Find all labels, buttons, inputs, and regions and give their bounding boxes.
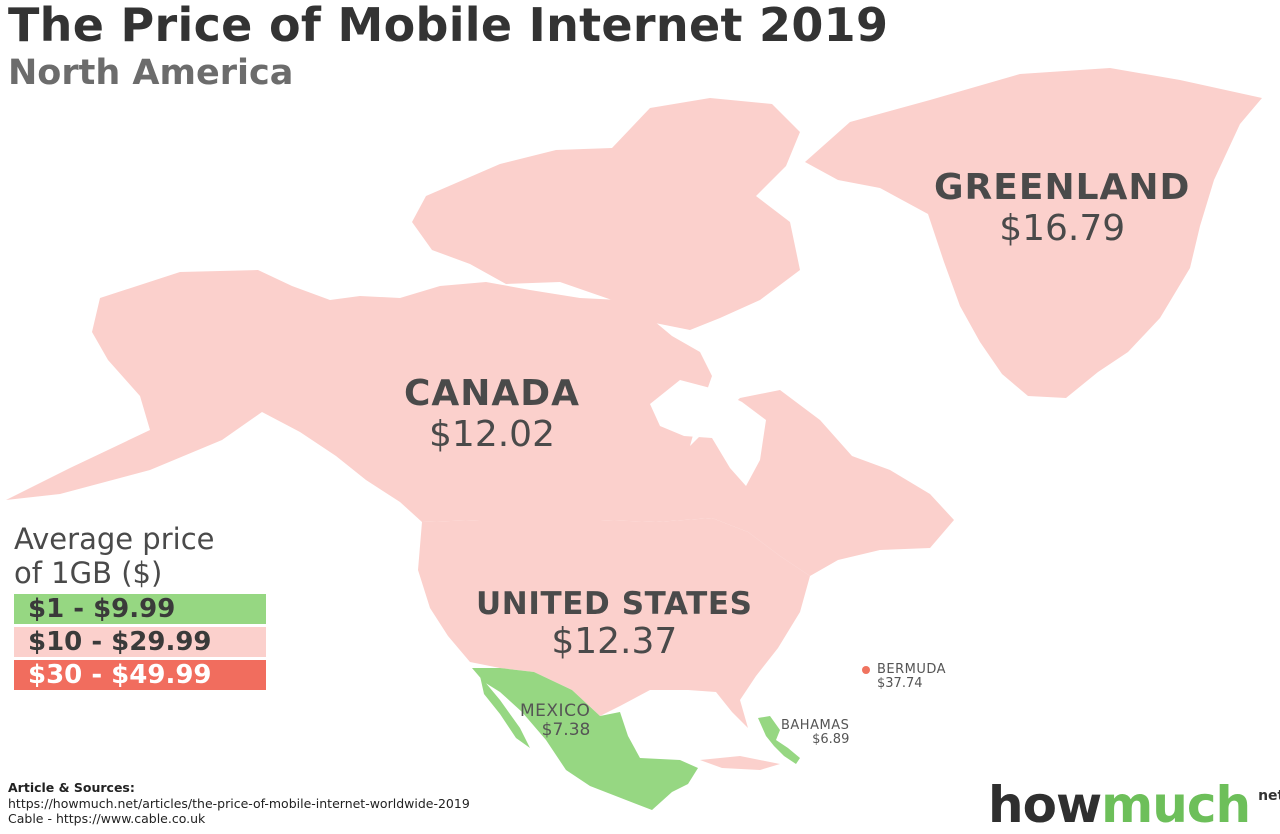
mexico-name: MEXICO [520,701,591,721]
greenland-shape [805,68,1262,398]
bahamas-name: BAHAMAS [781,718,850,733]
greenland-name: GREENLAND [934,167,1191,208]
legend-range-high: $30 - $49.99 [14,660,266,690]
united-states-shape [418,518,810,728]
howmuch-logo: howmuchnet [988,776,1280,834]
bermuda-marker [862,666,870,674]
greenland-label: GREENLAND $16.79 [934,168,1190,249]
mexico-shape [472,668,698,810]
bahamas-shape [758,716,800,764]
source-article-link[interactable]: https://howmuch.net/articles/the-price-o… [8,795,470,811]
legend-title: Average price of 1GB ($) [14,522,215,590]
united-states-price: $12.37 [551,621,678,663]
caribbean-shape [700,756,780,770]
greenland-price: $16.79 [999,207,1126,249]
legend-range-low: $1 - $9.99 [14,594,266,624]
sources-heading: Article & Sources: [8,780,135,795]
bermuda-name: BERMUDA [877,662,947,677]
page-subtitle: North America [8,53,294,93]
mexico-label: MEXICO $7.38 [520,702,590,740]
united-states-label: UNITED STATES $12.37 [476,587,753,662]
legend-rows: $1 - $9.99 $10 - $29.99 $30 - $49.99 [14,594,266,690]
legend-range-mid: $10 - $29.99 [14,627,266,657]
canada-alaska-shape [6,270,954,576]
united-states-name: UNITED STATES [476,586,753,622]
bahamas-price: $6.89 [812,731,850,747]
brand-how: how [988,776,1102,834]
bermuda-label: BERMUDA $37.74 [877,663,946,690]
canada-label: CANADA $12.02 [404,374,580,455]
bermuda-price: $37.74 [877,675,923,691]
canada-name: CANADA [404,373,581,414]
page-title: The Price of Mobile Internet 2019 [8,0,889,52]
hudson-bay [650,380,766,486]
canada-price: $12.02 [429,413,555,455]
arctic-islands-shape [412,98,800,330]
mexico-price: $7.38 [541,719,591,740]
brand-much: much [1101,776,1251,834]
sources: Article & Sources: https://howmuch.net/a… [8,780,470,827]
source-cable-link[interactable]: Cable - https://www.cable.co.uk [8,811,206,826]
bahamas-label: BAHAMAS $6.89 [781,719,849,746]
legend: Average price of 1GB ($) $1 - $9.99 $10 … [14,522,266,693]
brand-net: net [1258,788,1280,804]
